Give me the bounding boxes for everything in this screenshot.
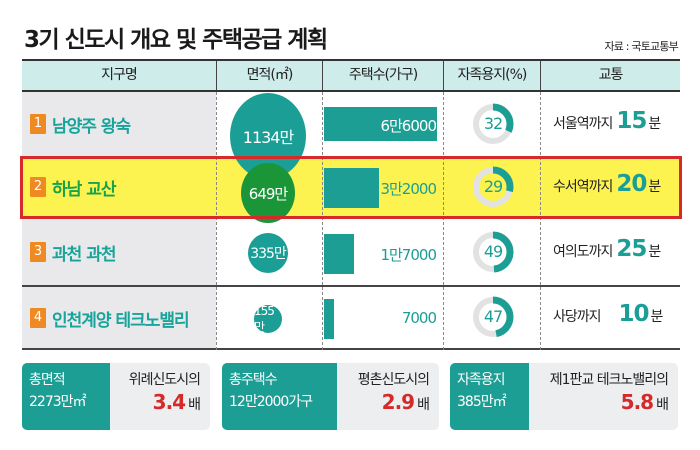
summary-times: 배 <box>656 397 669 413</box>
summary-times: 배 <box>417 397 430 413</box>
summary-box-total-area: 총면적 2273만㎡ 위례신도시의 3.4 배 <box>22 363 210 430</box>
houses-bar <box>324 234 354 274</box>
transport-destination: 수서역까지 <box>553 179 613 195</box>
name-cell <box>22 287 216 348</box>
transport-minutes: 20 <box>616 171 647 197</box>
col-header-transport: 교통 <box>540 61 680 90</box>
transport-unit: 분 <box>650 309 664 325</box>
transport-unit: 분 <box>648 116 662 132</box>
summary-right: 평촌신도시의 2.9 배 <box>337 363 439 430</box>
transport-minutes: 15 <box>616 108 647 134</box>
houses-value: 6만6000 <box>380 117 437 135</box>
donut-chart <box>472 166 514 208</box>
transport-unit: 분 <box>648 244 662 260</box>
summary-compare: 위례신도시의 <box>128 372 201 388</box>
row-number-badge: 2 <box>30 177 46 197</box>
summary-box-selfsufficiency: 자족용지 385만㎡ 제1판교 테크노밸리의 5.8 배 <box>450 363 678 430</box>
summary-right: 제1판교 테크노밸리의 5.8 배 <box>529 363 678 430</box>
row-number-badge: 1 <box>30 114 46 134</box>
row-divider <box>22 285 680 287</box>
summary-left: 총주택수 12만2000가구 <box>222 363 337 430</box>
summary-value: 2273만㎡ <box>29 394 87 410</box>
col-header-houses: 주택수(가구) <box>322 61 443 90</box>
transport-minutes: 25 <box>616 236 647 262</box>
column-divider <box>443 92 444 350</box>
summary-compare: 제1판교 테크노밸리의 <box>549 372 669 388</box>
page-title: 3기 신도시 개요 및 주택공급 계획 <box>24 27 328 53</box>
row-number-badge: 4 <box>30 308 46 328</box>
houses-value: 1만7000 <box>380 246 437 264</box>
summary-left: 자족용지 385만㎡ <box>450 363 529 430</box>
transport-minutes: 10 <box>618 301 650 327</box>
area-bubble: 155만 <box>254 304 282 334</box>
col-header-selfsufficiency: 자족용지(%) <box>443 61 540 90</box>
houses-bar <box>324 107 437 141</box>
summary-right: 위례신도시의 3.4 배 <box>110 363 210 430</box>
donut-chart <box>472 103 514 145</box>
area-bubble-highlighted: 649만 <box>241 163 295 223</box>
district-table: 지구명 면적(㎡) 주택수(가구) 자족용지(%) 교통 1 남양주 왕숙 2 … <box>20 59 682 350</box>
summary-label: 총주택수 <box>229 372 278 388</box>
summary-left: 총면적 2273만㎡ <box>22 363 110 430</box>
transport-unit: 분 <box>648 179 662 195</box>
table-header: 지구명 면적(㎡) 주택수(가구) 자족용지(%) 교통 <box>22 59 680 92</box>
summary-box-total-houses: 총주택수 12만2000가구 평촌신도시의 2.9 배 <box>222 363 439 430</box>
column-divider <box>216 92 217 350</box>
area-bubble: 335만 <box>248 233 288 273</box>
houses-bar <box>324 299 334 339</box>
district-name: 남양주 왕숙 <box>52 117 131 137</box>
table-row: 1 남양주 왕숙 <box>22 92 680 156</box>
col-header-area: 면적(㎡) <box>216 61 322 90</box>
houses-value: 7000 <box>401 309 437 327</box>
table-row: 4 인천계양 테크노밸리 <box>22 287 680 348</box>
transport-destination: 사당까지 <box>553 309 602 325</box>
selfsufficiency-value: 49 <box>483 242 503 261</box>
selfsufficiency-value: 29 <box>483 177 503 196</box>
col-header-district: 지구명 <box>101 67 138 83</box>
name-cell <box>22 92 216 156</box>
column-divider <box>540 92 541 350</box>
houses-value: 3만2000 <box>380 180 437 198</box>
selfsufficiency-value: 32 <box>483 114 503 133</box>
summary-compare: 평촌신도시의 <box>357 372 430 388</box>
donut-chart <box>472 231 514 273</box>
summary-times: 배 <box>188 397 201 413</box>
transport-destination: 여의도까지 <box>553 244 613 260</box>
summary-label: 자족용지 <box>457 372 506 388</box>
summary-ratio: 3.4 <box>152 390 186 414</box>
transport-info: 수서역까지 20 분 <box>553 171 661 197</box>
district-name: 과천 과천 <box>52 245 116 265</box>
summary-ratio: 5.8 <box>620 390 654 414</box>
summary-value: 385만㎡ <box>457 394 507 410</box>
column-divider <box>322 92 323 350</box>
district-name: 인천계양 테크노밸리 <box>52 311 190 331</box>
transport-info: 사당까지 10 분 <box>553 301 663 327</box>
name-cell <box>22 219 216 285</box>
transport-destination: 서울역까지 <box>553 116 613 132</box>
table-row: 3 과천 과천 <box>22 219 680 285</box>
transport-info: 서울역까지 15 분 <box>553 108 661 134</box>
summary-value: 12만2000가구 <box>229 394 313 410</box>
selfsufficiency-value: 47 <box>483 307 503 326</box>
houses-bar <box>324 168 379 208</box>
summary-ratio: 2.9 <box>381 390 415 414</box>
district-name: 하남 교산 <box>52 180 116 200</box>
donut-chart <box>472 296 514 338</box>
row-divider <box>22 348 680 350</box>
row-number-badge: 3 <box>30 242 46 262</box>
source-note: 자료 : 국토교통부 <box>604 40 678 53</box>
summary-label: 총면적 <box>29 372 66 388</box>
transport-info: 여의도까지 25 분 <box>553 236 661 262</box>
